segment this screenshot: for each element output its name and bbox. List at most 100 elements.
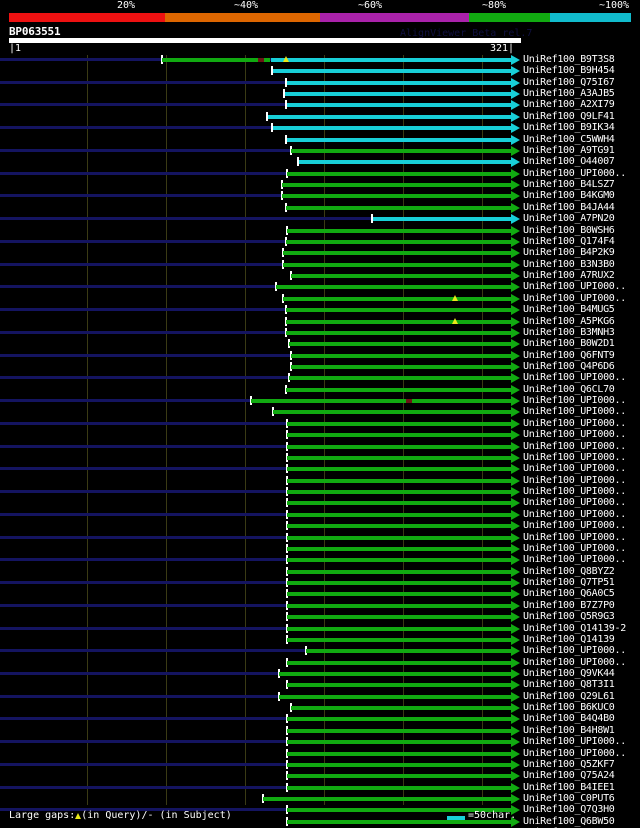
alignment-segment[interactable]: [162, 58, 270, 62]
alignment-segment[interactable]: [286, 308, 511, 313]
hit-label[interactable]: UniRef100_Q75I67: [523, 76, 615, 88]
alignment-row[interactable]: UniRef100_UPI000..: [0, 736, 640, 748]
alignment-row[interactable]: UniRef100_UPI000..: [0, 452, 640, 464]
hit-label[interactable]: UniRef100_B4JA44: [523, 201, 615, 213]
alignment-segment[interactable]: [287, 569, 511, 574]
hit-label[interactable]: UniRef100_B9IK34: [523, 122, 615, 134]
hit-label[interactable]: UniRef100_UPI000..: [523, 542, 626, 554]
hit-label[interactable]: UniRef100_UPI000..: [523, 281, 626, 293]
alignment-segment[interactable]: [287, 137, 511, 142]
hit-label[interactable]: UniRef100_UPI000..: [523, 167, 626, 179]
alignment-row[interactable]: UniRef100_UPI000..: [0, 406, 640, 418]
alignment-segment[interactable]: [291, 353, 511, 358]
hit-label[interactable]: UniRef100_C5WWH4: [523, 133, 615, 145]
alignment-segment[interactable]: [287, 717, 511, 722]
hit-label[interactable]: UniRef100_B4KGM0: [523, 190, 615, 202]
alignment-segment[interactable]: [287, 762, 511, 767]
alignment-row[interactable]: UniRef100_UPI000..: [0, 395, 640, 407]
alignment-segment[interactable]: [287, 490, 511, 495]
hit-label[interactable]: UniRef100_Q6A0C5: [523, 588, 615, 600]
alignment-segment[interactable]: [373, 217, 511, 222]
alignment-segment[interactable]: [291, 148, 511, 153]
alignment-row[interactable]: UniRef100_UPI000..: [0, 531, 640, 544]
alignment-row[interactable]: UniRef100_Q7Q3H0: [0, 804, 640, 816]
hit-label[interactable]: UniRef100_UPI000..: [523, 508, 626, 520]
hit-label[interactable]: UniRef100_Q8T3I1: [523, 679, 615, 691]
alignment-row[interactable]: UniRef100_UPI000..: [0, 441, 640, 453]
hit-label[interactable]: UniRef100_Q5ZKF7: [523, 758, 615, 770]
hit-label[interactable]: UniRef100_B4P2K9: [523, 247, 615, 259]
alignment-row[interactable]: UniRef100_UPI000..: [0, 293, 640, 305]
hit-label[interactable]: UniRef100_UPI000..: [523, 406, 626, 418]
alignment-segment[interactable]: [287, 546, 511, 551]
alignment-row[interactable]: UniRef100_UPI000..: [0, 497, 640, 509]
alignment-row[interactable]: UniRef100_C5WWH4: [0, 133, 640, 146]
alignment-row[interactable]: UniRef100_UPI000..: [0, 372, 640, 384]
hit-label[interactable]: UniRef100_B9H454: [523, 65, 615, 77]
hit-label[interactable]: UniRef100_Q7Q3H0: [523, 804, 615, 816]
alignment-row[interactable]: UniRef100_B9IK34: [0, 122, 640, 134]
alignment-segment[interactable]: [287, 228, 511, 233]
alignment-segment[interactable]: [291, 364, 511, 369]
alignment-row[interactable]: UniRef100_B3N3B0: [0, 259, 640, 271]
alignment-row[interactable]: UniRef100_Q14139-2: [0, 623, 640, 635]
alignment-segment[interactable]: [291, 706, 511, 711]
hit-label[interactable]: UniRef100_A7PN20: [523, 213, 615, 225]
alignment-row[interactable]: UniRef100_A2XI79: [0, 99, 640, 111]
hit-label[interactable]: UniRef100_UPI000..: [523, 520, 626, 532]
hit-label[interactable]: UniRef100_Q174F4: [523, 235, 615, 247]
alignment-segment[interactable]: [279, 671, 511, 676]
alignment-row[interactable]: UniRef100_B4LSZ7: [0, 179, 640, 191]
alignment-segment[interactable]: [287, 501, 511, 506]
alignment-row[interactable]: UniRef100_Q6A0C5: [0, 588, 640, 600]
alignment-row[interactable]: UniRef100_Q29L61: [0, 691, 640, 703]
hit-label[interactable]: UniRef100_Q6FNT9: [523, 349, 615, 361]
hit-label[interactable]: UniRef100_A7RUX2: [523, 270, 615, 282]
hit-label[interactable]: UniRef100_UPI000..: [523, 645, 626, 657]
hit-label[interactable]: UniRef100_B4LSZ7: [523, 179, 615, 191]
alignment-segment[interactable]: [283, 296, 511, 301]
alignment-segment[interactable]: [282, 194, 511, 199]
alignment-segment[interactable]: [251, 399, 511, 404]
hit-label[interactable]: UniRef100_UPI000..: [523, 497, 626, 509]
alignment-row[interactable]: UniRef100_UPI000..: [0, 508, 640, 521]
alignment-segment[interactable]: [287, 819, 511, 824]
hit-label[interactable]: UniRef100_Q6CL70: [523, 383, 615, 395]
hit-label[interactable]: UniRef100_UPI000..: [523, 372, 626, 384]
alignment-segment[interactable]: [287, 80, 511, 85]
hit-label[interactable]: UniRef100_C0PUT6: [523, 793, 615, 805]
alignment-segment[interactable]: [291, 274, 511, 279]
alignment-row[interactable]: UniRef100_Q6FNT9: [0, 349, 640, 362]
alignment-row[interactable]: UniRef100_Q174F4: [0, 235, 640, 248]
alignment-row[interactable]: UniRef100_B4JA44: [0, 201, 640, 214]
alignment-segment[interactable]: [268, 114, 511, 119]
alignment-segment[interactable]: [273, 410, 511, 415]
hit-label[interactable]: UniRef100_UPI000..: [523, 395, 626, 407]
hit-label[interactable]: UniRef100_Q9LF41: [523, 110, 615, 122]
alignment-row[interactable]: UniRef100_B0W2D1: [0, 338, 640, 350]
alignment-row[interactable]: UniRef100_UPI000..: [0, 645, 640, 657]
alignment-segment[interactable]: [287, 774, 511, 779]
alignment-row[interactable]: UniRef100_B3MNH3: [0, 327, 640, 339]
hit-label[interactable]: UniRef100_Q75A24: [523, 770, 615, 782]
alignment-row[interactable]: UniRef100_B4IEE1: [0, 782, 640, 794]
alignment-segment[interactable]: [273, 69, 511, 74]
hit-label[interactable]: UniRef100_Q14139: [523, 633, 615, 645]
alignment-row[interactable]: UniRef100_O44007: [0, 156, 640, 168]
hit-label[interactable]: UniRef100_UPI000..: [523, 531, 626, 543]
alignment-segment[interactable]: [287, 728, 511, 733]
alignment-row[interactable]: UniRef100_Q75A24: [0, 770, 640, 782]
alignment-row[interactable]: UniRef100_UPI000..: [0, 542, 640, 555]
alignment-segment[interactable]: [285, 92, 511, 97]
alignment-row[interactable]: UniRef100_Q5ZKF7: [0, 758, 640, 771]
alignment-segment[interactable]: [271, 58, 511, 62]
alignment-row[interactable]: UniRef100_C0PUT6: [0, 793, 640, 805]
hit-label[interactable]: UniRef100_UPI000..: [523, 736, 626, 748]
alignment-row[interactable]: UniRef100_UPI000..: [0, 167, 640, 180]
alignment-segment[interactable]: [287, 660, 511, 665]
hit-label[interactable]: UniRef100_UPI000..: [523, 417, 626, 429]
alignment-segment[interactable]: [287, 683, 511, 688]
alignment-row[interactable]: UniRef100_B4H8W1: [0, 725, 640, 737]
alignment-row[interactable]: UniRef100_B9H454: [0, 65, 640, 77]
hit-label[interactable]: UniRef100_B9T3S8: [523, 54, 615, 65]
